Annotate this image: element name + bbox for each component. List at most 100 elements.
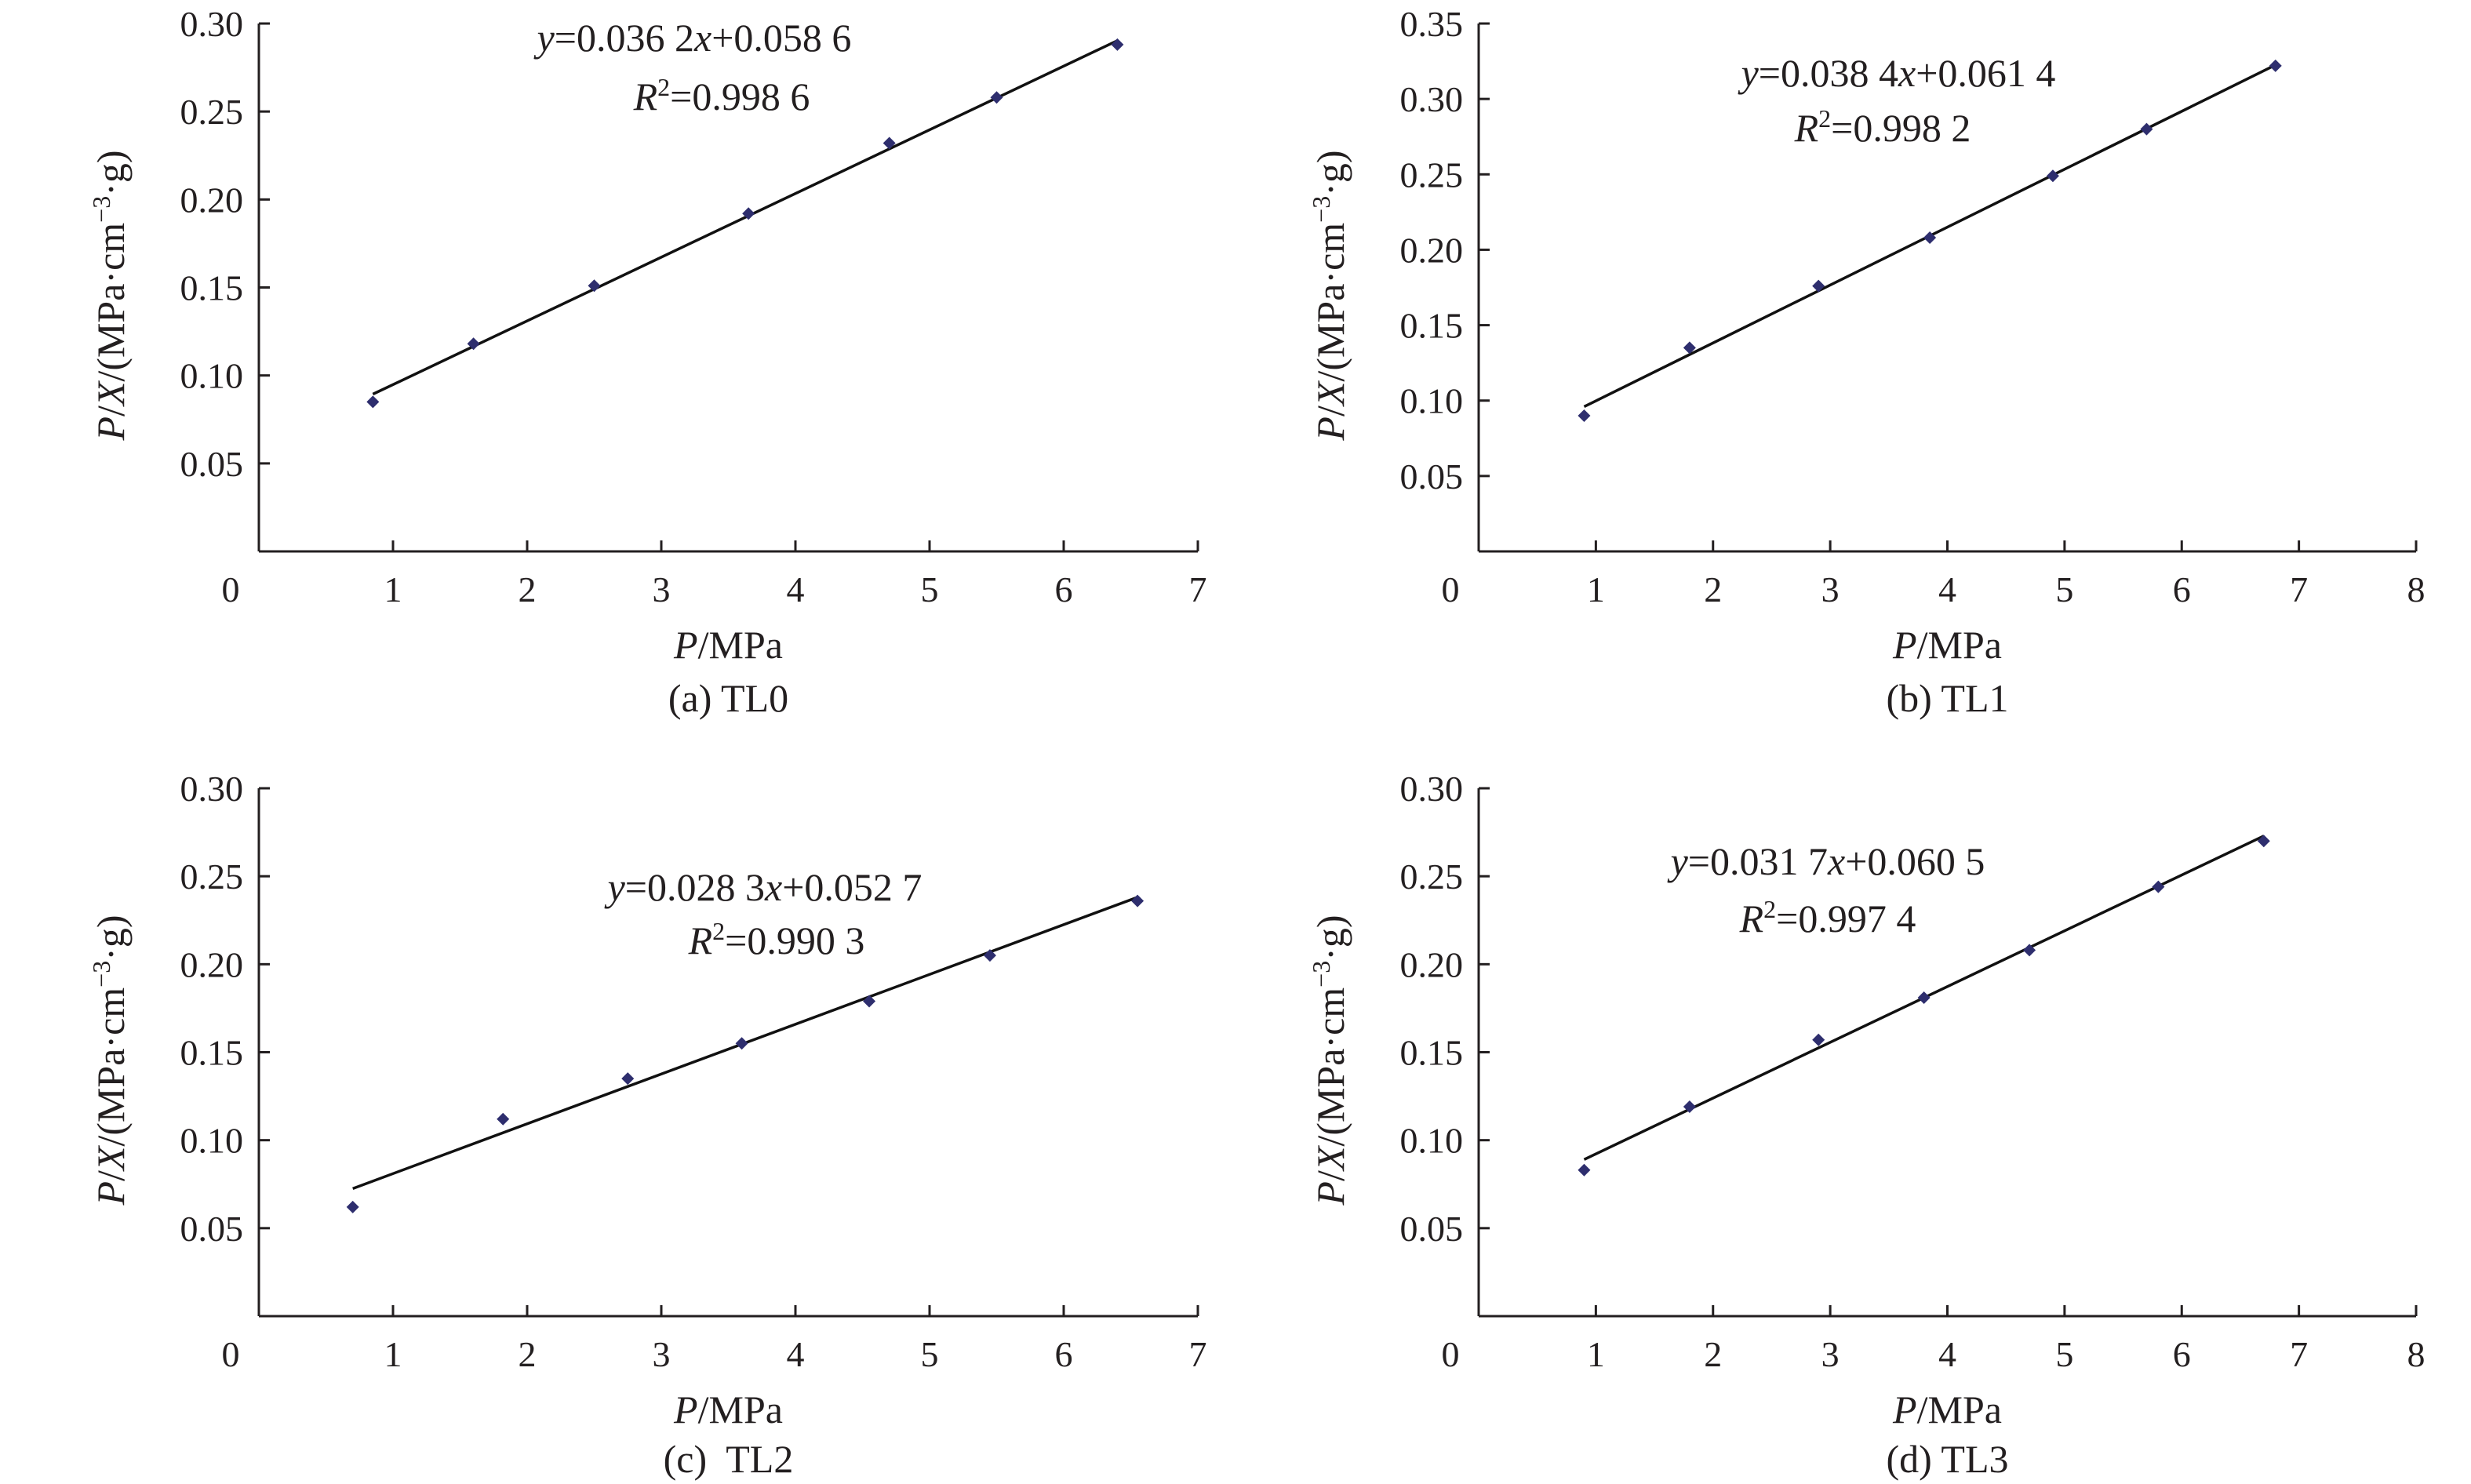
x-tick-label: 1 [384,1334,402,1374]
x-tick-label: 6 [1055,1334,1073,1374]
r-squared-label: R2=0.997 4 [1739,895,1916,940]
y-tick-label: 0.20 [180,944,244,984]
x-tick-label: 2 [519,1334,537,1374]
y-axis-title: P/X/(MPa·cm−3·g) [87,150,133,441]
x-tick-label: 2 [1704,569,1722,609]
data-point [1578,1163,1591,1177]
y-tick-label: 0.20 [1400,230,1464,270]
y-tick-label: 0.25 [1400,155,1464,195]
x-tick-label: 2 [1704,1334,1722,1374]
x-tick-label: 4 [787,569,805,609]
data-point [2140,122,2153,136]
y-tick-label: 0.05 [1400,1209,1464,1249]
data-point [990,91,1003,104]
x-tick-label: 7 [2290,569,2308,609]
x-tick-label: 0 [1442,1334,1460,1374]
data-point [2046,169,2059,183]
x-tick-label: 5 [921,1334,939,1374]
x-tick-label: 6 [2173,1334,2191,1374]
data-point [1812,1033,1825,1046]
r-squared-label: R2=0.998 6 [633,73,810,118]
x-tick-label: 1 [1587,569,1605,609]
data-point [366,395,380,409]
y-axis-title: P/X/(MPa·cm−3·g) [87,915,133,1206]
x-tick-label: 4 [787,1334,805,1374]
regression-equation: y=0.028 3x+0.052 7 [604,865,923,909]
regression-equation: y=0.038 4x+0.061 4 [1738,51,2056,95]
y-tick-label: 0.05 [180,1209,244,1249]
y-tick-label: 0.20 [1400,944,1464,984]
panel-caption: (b) TL1 [1887,676,2009,720]
y-tick-label: 0.15 [180,1033,244,1073]
data-point [1917,991,1931,1004]
data-point [2023,944,2036,957]
x-tick-label: 8 [2407,569,2426,609]
y-tick-label: 0.30 [180,4,244,44]
y-tick-label: 0.10 [1400,381,1464,421]
data-point [467,337,480,351]
x-tick-label: 2 [519,569,537,609]
x-axis-title: P/MPa [1892,1388,2002,1431]
y-tick-label: 0.20 [180,180,244,220]
y-tick-label: 0.10 [180,356,244,396]
y-tick-label: 0.10 [180,1121,244,1161]
x-tick-label: 0 [222,569,240,609]
x-tick-label: 7 [1189,1334,1207,1374]
y-tick-label: 0.05 [1400,456,1464,496]
r-squared-label: R2=0.990 3 [688,917,865,962]
y-tick-label: 0.05 [180,444,244,484]
data-point [1131,894,1145,907]
x-tick-label: 5 [921,569,939,609]
x-tick-label: 1 [1587,1334,1605,1374]
y-tick-label: 0.25 [180,857,244,897]
x-axis-title: P/MPa [1892,623,2002,667]
y-tick-label: 0.25 [1400,857,1464,897]
y-tick-label: 0.30 [180,769,244,809]
data-point [1812,279,1825,293]
y-axis-title: P/X/(MPa·cm−3·g) [1307,150,1352,441]
x-tick-label: 8 [2407,1334,2426,1374]
y-tick-label: 0.15 [1400,1033,1464,1073]
chart-panel-b: 0 1 2 3 4 5 6 7 8 0.05 0.10 0.15 0.20 0.25 0.30 0.35 P/M… [1307,4,2426,720]
x-axis-title: P/MPa [673,623,783,667]
panel-caption: (c) TL2 [664,1437,794,1481]
r-squared-label: R2=0.998 2 [1794,104,1971,150]
data-point [621,1072,635,1086]
data-point [2152,880,2165,893]
data-point [742,207,755,220]
y-tick-label: 0.15 [1400,306,1464,346]
x-tick-label: 3 [1821,1334,1840,1374]
data-point [588,279,601,293]
x-tick-label: 4 [1938,1334,1956,1374]
panel-caption: (a) TL0 [668,676,788,720]
regression-equation: y=0.031 7x+0.060 5 [1667,839,1985,883]
x-tick-label: 6 [2173,569,2191,609]
x-tick-label: 3 [1821,569,1840,609]
data-point [863,995,876,1008]
data-point [883,136,896,150]
data-point [1578,409,1591,422]
y-tick-label: 0.25 [180,92,244,132]
x-tick-label: 3 [653,569,671,609]
x-tick-label: 3 [653,1334,671,1374]
data-point [1923,231,1937,245]
data-point [2257,835,2270,848]
data-point [346,1200,359,1213]
data-point [1683,341,1696,355]
x-tick-label: 0 [222,1334,240,1374]
data-point [1683,1100,1696,1114]
x-axis-title: P/MPa [673,1388,783,1431]
y-tick-label: 0.15 [180,268,244,308]
x-tick-label: 7 [1189,569,1207,609]
chart-panel-c: 0 1 2 3 4 5 6 7 0.05 0.10 0.15 0.20 0.25 0.30 P/MPa P/X… [87,769,1207,1481]
x-tick-label: 5 [2055,569,2073,609]
x-tick-label: 6 [1055,569,1073,609]
chart-panel-a: 0 1 2 3 4 5 6 7 0.05 0.10 0.15 0.20 0.25 0.30 P/MPa P/X… [87,4,1207,720]
x-tick-label: 5 [2055,1334,2073,1374]
chart-panel-d: 0 1 2 3 4 5 6 7 8 0.05 0.10 0.15 0.20 0.25 0.30 P/MPa P/… [1307,769,2426,1481]
y-tick-label: 0.10 [1400,1121,1464,1161]
y-tick-label: 0.30 [1400,79,1464,119]
panel-caption: (d) TL3 [1887,1437,2009,1481]
data-point [2269,59,2282,72]
